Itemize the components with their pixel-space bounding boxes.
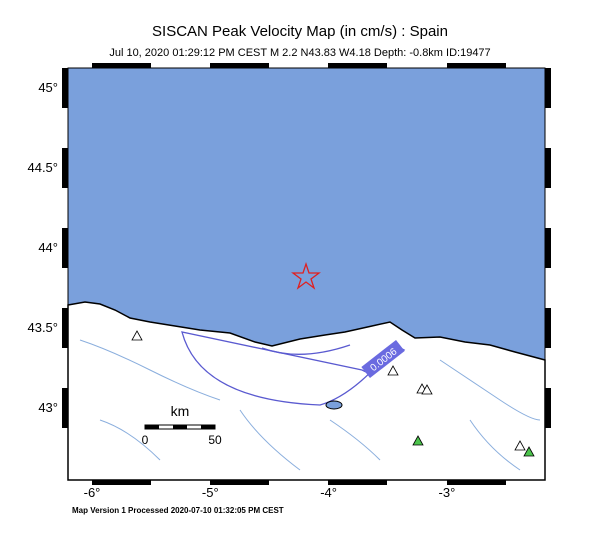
contour-label-bg [361,339,405,379]
footer: Map Version 1 Processed 2020-07-10 01:32… [72,506,284,515]
lon-label: -3° [439,485,456,500]
contour-inner [261,344,351,355]
lon-label: -4° [320,485,337,500]
frame-ticks [62,63,551,485]
lat-label: 43.5° [27,320,58,335]
scale-unit: km [171,403,190,419]
rivers [79,339,541,471]
title: SISCAN Peak Velocity Map (in cm/s) : Spa… [152,23,448,40]
lon-label: -6° [84,485,101,500]
subtitle: Jul 10, 2020 01:29:12 PM CEST M 2.2 N43.… [109,47,490,59]
frame [67,67,546,481]
lat-label: 45° [38,80,58,95]
scale-label: 0 [142,433,149,447]
scale-label: 50 [208,433,222,447]
stations [131,330,535,457]
lat-label: 43° [38,400,58,415]
scale-bar: km 0 50 [142,403,222,447]
lat-label: 44.5° [27,160,58,175]
reservoir [325,400,343,410]
epicenter [291,261,321,290]
axis-labels: 45° 44.5° 44° 43.5° 43° -6° -5° -4° -3° [27,80,455,500]
lon-label: -5° [202,485,219,500]
map-area: 0.0006 km 0 50 [62,63,551,485]
lat-label: 44° [38,240,58,255]
